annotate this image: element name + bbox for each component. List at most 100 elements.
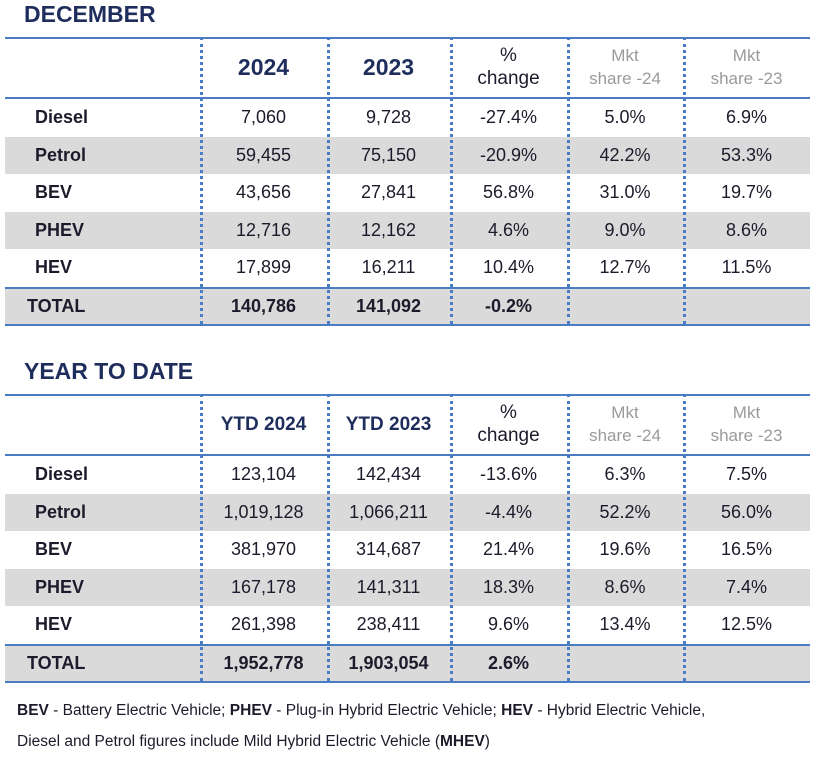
row-stripe: [5, 211, 810, 249]
cell-value: -13.6%: [479, 464, 538, 485]
cell-value: 53.3%: [720, 144, 773, 165]
column-header: Mkt share -24: [567, 37, 683, 97]
cell-value: 141,311: [356, 576, 421, 597]
cell-value: 1,066,211: [349, 501, 428, 522]
row-label: PHEV: [35, 576, 85, 597]
footnote-text: MHEV: [440, 733, 485, 750]
cell-value: 21.4%: [482, 539, 535, 560]
cell-value: 9.6%: [487, 614, 530, 635]
rule: [5, 454, 810, 456]
cell-value: 31.0%: [599, 182, 651, 203]
column-header: Mkt share -23: [683, 394, 810, 454]
column-header: YTD 2024: [200, 394, 327, 454]
row-label: HEV: [35, 614, 73, 635]
total-label: TOTAL: [27, 652, 86, 673]
header-line: share -23: [710, 426, 783, 445]
cell-value: 27,841: [360, 182, 417, 203]
cell-value: 52.2%: [599, 501, 651, 522]
cell-value: 7.5%: [725, 464, 768, 485]
cell-value: 10.4%: [482, 257, 535, 278]
cell-value: 123,104: [230, 464, 297, 485]
column-divider: [450, 37, 453, 324]
cell-value: 12,162: [360, 219, 417, 240]
header-line: share -24: [589, 426, 661, 445]
column-header: YTD 2023: [327, 394, 450, 454]
cell-value: 13.4%: [599, 614, 651, 635]
cell-value: 18.3%: [482, 576, 535, 597]
section-title: YEAR TO DATE: [24, 358, 194, 384]
rule: [5, 37, 810, 39]
row-stripe: [5, 493, 810, 531]
cell-value: 8.6%: [604, 576, 646, 597]
cell-value: -4.4%: [484, 501, 533, 522]
column-divider: [683, 394, 686, 681]
total-value: 141,092: [355, 295, 422, 316]
footnote-text: - Plug-in Hybrid Electric Vehicle;: [272, 702, 502, 719]
cell-value: 5.0%: [604, 107, 646, 128]
header-line: share -24: [589, 69, 661, 88]
row-label: Diesel: [35, 464, 89, 485]
column-divider: [327, 394, 330, 681]
total-value: 140,786: [230, 295, 297, 316]
column-divider: [567, 37, 570, 324]
cell-value: 56.0%: [720, 501, 773, 522]
row-label: Diesel: [35, 107, 89, 128]
cell-value: 16,211: [361, 257, 416, 278]
header-line: Mkt: [732, 46, 761, 65]
header-line: %: [500, 45, 517, 66]
cell-value: 314,687: [355, 539, 422, 560]
cell-value: 19.6%: [599, 539, 651, 560]
row-label: BEV: [35, 182, 73, 203]
row-label: Petrol: [35, 144, 87, 165]
header-line: %: [500, 402, 517, 423]
row-label: PHEV: [35, 219, 85, 240]
cell-value: -20.9%: [479, 144, 538, 165]
cell-value: 8.6%: [725, 219, 768, 240]
footnote-text: ): [484, 733, 490, 750]
column-divider: [200, 394, 203, 681]
column-header: Mkt share -24: [567, 394, 683, 454]
column-header: Mkt share -23: [683, 37, 810, 97]
total-stripe: [5, 288, 810, 324]
header-line: 2023: [362, 53, 415, 80]
header-line: change: [477, 68, 540, 89]
column-divider: [450, 394, 453, 681]
rule: [5, 323, 810, 326]
cell-value: 11.5%: [721, 257, 772, 278]
header-line: change: [477, 425, 540, 446]
header-line: YTD 2023: [345, 413, 432, 435]
total-value: 2.6%: [487, 652, 530, 673]
column-divider: [567, 394, 570, 681]
row-label: BEV: [35, 539, 73, 560]
cell-value: 9,728: [365, 107, 412, 128]
cell-value: 261,398: [230, 614, 297, 635]
header-line: YTD 2024: [220, 413, 307, 435]
cell-value: 56.8%: [482, 182, 535, 203]
cell-value: 4.6%: [487, 219, 530, 240]
cell-value: -27.4%: [479, 107, 538, 128]
footnote-text: PHEV: [229, 702, 272, 719]
cell-value: 12.5%: [720, 614, 773, 635]
cell-value: 17,899: [235, 257, 292, 278]
cell-value: 142,434: [355, 464, 422, 485]
cell-value: 9.0%: [604, 219, 646, 240]
rule: [5, 643, 810, 646]
footnote-line: Diesel and Petrol figures include Mild H…: [17, 733, 490, 751]
section-title: DECEMBER: [24, 1, 156, 27]
cell-value: 19.7%: [720, 182, 773, 203]
column-header: 2023: [327, 37, 450, 97]
cell-value: 6.3%: [604, 464, 646, 485]
rule: [5, 97, 810, 99]
cell-value: 59,455: [235, 144, 292, 165]
column-header: 2024: [200, 37, 327, 97]
total-value: 1,952,778: [223, 652, 304, 673]
rule: [5, 286, 810, 289]
row-label: Petrol: [35, 501, 87, 522]
header-line: Mkt: [732, 403, 761, 422]
footnote-line: BEV - Battery Electric Vehicle; PHEV - P…: [17, 702, 705, 720]
rule: [5, 680, 810, 683]
cell-value: 7,060: [240, 107, 287, 128]
rule: [5, 394, 810, 396]
cell-value: 42.2%: [599, 144, 651, 165]
